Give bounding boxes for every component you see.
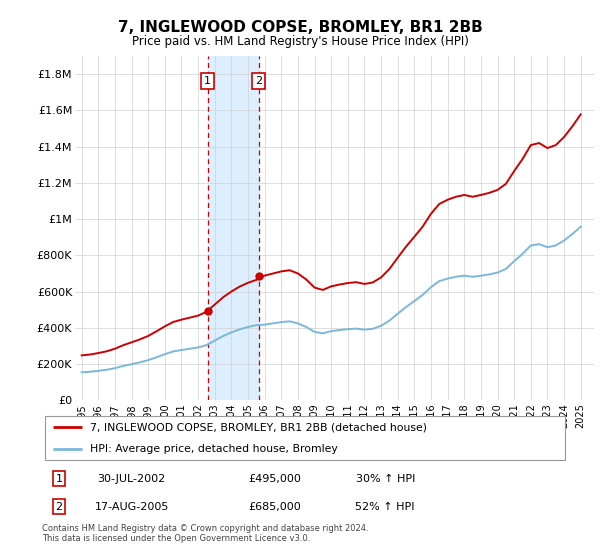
Text: 30% ↑ HPI: 30% ↑ HPI xyxy=(356,474,415,484)
Text: 2: 2 xyxy=(55,502,62,512)
Text: 30-JUL-2002: 30-JUL-2002 xyxy=(98,474,166,484)
Text: Contains HM Land Registry data © Crown copyright and database right 2024.
This d: Contains HM Land Registry data © Crown c… xyxy=(42,524,368,543)
Text: £685,000: £685,000 xyxy=(248,502,301,512)
Text: 1: 1 xyxy=(55,474,62,484)
Bar xyxy=(208,56,259,400)
Text: 17-AUG-2005: 17-AUG-2005 xyxy=(95,502,169,512)
Text: 2: 2 xyxy=(255,76,262,86)
Text: 7, INGLEWOOD COPSE, BROMLEY, BR1 2BB: 7, INGLEWOOD COPSE, BROMLEY, BR1 2BB xyxy=(118,20,482,35)
Text: 1: 1 xyxy=(204,76,211,86)
Text: HPI: Average price, detached house, Bromley: HPI: Average price, detached house, Brom… xyxy=(89,444,337,454)
Text: 52% ↑ HPI: 52% ↑ HPI xyxy=(355,502,415,512)
Text: £495,000: £495,000 xyxy=(248,474,301,484)
Text: 7, INGLEWOOD COPSE, BROMLEY, BR1 2BB (detached house): 7, INGLEWOOD COPSE, BROMLEY, BR1 2BB (de… xyxy=(89,422,427,432)
Text: Price paid vs. HM Land Registry's House Price Index (HPI): Price paid vs. HM Land Registry's House … xyxy=(131,35,469,48)
FancyBboxPatch shape xyxy=(44,416,565,460)
